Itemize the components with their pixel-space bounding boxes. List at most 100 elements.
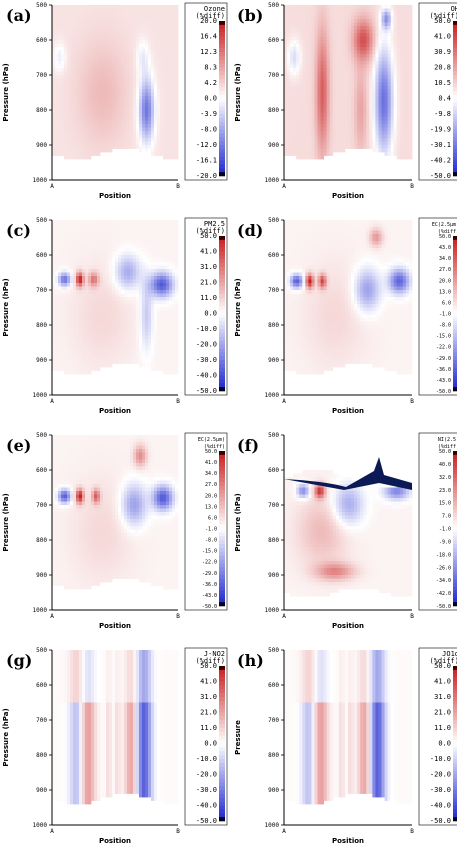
heatmap-cell bbox=[121, 245, 124, 249]
heatmap-cell bbox=[124, 259, 127, 263]
heatmap-cell bbox=[94, 145, 97, 149]
heatmap-cell bbox=[115, 33, 118, 37]
heatmap-cell bbox=[293, 9, 296, 13]
heatmap-cell bbox=[314, 33, 317, 37]
heatmap-cell bbox=[55, 107, 58, 111]
heatmap-cell bbox=[345, 72, 348, 76]
heatmap-cell bbox=[157, 294, 160, 298]
heatmap-cell bbox=[311, 131, 314, 135]
colorbar-segment bbox=[219, 149, 225, 153]
heatmap-cell bbox=[109, 117, 112, 121]
heatmap-cell bbox=[163, 252, 166, 256]
heatmap-cell bbox=[369, 33, 372, 37]
heatmap-cell bbox=[296, 23, 299, 27]
heatmap-cell bbox=[372, 128, 375, 132]
heatmap-cell bbox=[333, 93, 336, 97]
heatmap-cell bbox=[67, 248, 70, 252]
heatmap-cell bbox=[94, 301, 97, 305]
heatmap-cell bbox=[287, 37, 290, 41]
heatmap-cell bbox=[375, 51, 378, 55]
heatmap-cell bbox=[100, 58, 103, 62]
heatmap-cell bbox=[106, 58, 109, 62]
heatmap-cell bbox=[100, 241, 103, 245]
heatmap-cell bbox=[73, 301, 76, 305]
heatmap-cell bbox=[88, 79, 91, 83]
heatmap-cell bbox=[85, 12, 88, 16]
heatmap-cell bbox=[299, 9, 302, 13]
heatmap-cell bbox=[154, 93, 157, 97]
heatmap-cell bbox=[311, 61, 314, 65]
heatmap-cell bbox=[388, 142, 391, 146]
heatmap-cell bbox=[336, 58, 339, 62]
heatmap-cell bbox=[73, 68, 76, 72]
heatmap-cell bbox=[142, 269, 145, 273]
heatmap-cell bbox=[163, 51, 166, 55]
heatmap-cell bbox=[118, 294, 121, 298]
heatmap-cell bbox=[139, 79, 142, 83]
heatmap-cell bbox=[397, 68, 400, 72]
heatmap-cell bbox=[115, 269, 118, 273]
heatmap-cell bbox=[154, 276, 157, 280]
heatmap-cell bbox=[400, 79, 403, 83]
colorbar-segment bbox=[219, 106, 225, 110]
heatmap-cell bbox=[163, 259, 166, 263]
heatmap-cell bbox=[55, 65, 58, 69]
heatmap-cell bbox=[64, 301, 67, 305]
heatmap-cell bbox=[79, 82, 82, 86]
heatmap-cell bbox=[61, 12, 64, 16]
heatmap-cell bbox=[130, 283, 133, 287]
heatmap-cell bbox=[130, 23, 133, 27]
heatmap-cell bbox=[103, 255, 106, 259]
heatmap-cell bbox=[97, 311, 100, 315]
heatmap-cell bbox=[336, 68, 339, 72]
heatmap-cell bbox=[321, 107, 324, 111]
heatmap-cell bbox=[360, 12, 363, 16]
heatmap-cell bbox=[118, 266, 121, 270]
heatmap-cell bbox=[67, 273, 70, 277]
heatmap-cell bbox=[169, 9, 172, 13]
heatmap-cell bbox=[375, 12, 378, 16]
heatmap-cell bbox=[79, 145, 82, 149]
heatmap-cell bbox=[88, 304, 91, 308]
heatmap-cell bbox=[145, 5, 148, 9]
heatmap-cell bbox=[103, 234, 106, 238]
heatmap-cell bbox=[124, 245, 127, 249]
heatmap-cell bbox=[103, 311, 106, 315]
heatmap-cell bbox=[133, 128, 136, 132]
heatmap-cell bbox=[169, 23, 172, 27]
heatmap-cell bbox=[115, 283, 118, 287]
heatmap-cell bbox=[94, 322, 97, 326]
heatmap-cell bbox=[308, 33, 311, 37]
heatmap-cell bbox=[311, 149, 314, 153]
heatmap-cell bbox=[130, 79, 133, 83]
heatmap-cell bbox=[94, 280, 97, 284]
heatmap-cell bbox=[133, 75, 136, 79]
heatmap-cell bbox=[157, 304, 160, 308]
heatmap-cell bbox=[172, 5, 175, 9]
heatmap-cell bbox=[314, 82, 317, 86]
heatmap-cell bbox=[369, 68, 372, 72]
heatmap-cell bbox=[169, 79, 172, 83]
heatmap-cell bbox=[121, 93, 124, 97]
heatmap-cell bbox=[296, 37, 299, 41]
heatmap-cell bbox=[103, 315, 106, 319]
heatmap-cell bbox=[348, 54, 351, 58]
heatmap-cell bbox=[100, 19, 103, 23]
heatmap-cell bbox=[172, 16, 175, 20]
heatmap-cell bbox=[324, 30, 327, 34]
heatmap-cell bbox=[130, 322, 133, 326]
heatmap-cell bbox=[73, 121, 76, 125]
heatmap-cell bbox=[85, 93, 88, 97]
heatmap-cell bbox=[151, 114, 154, 118]
heatmap-cell bbox=[314, 75, 317, 79]
heatmap-cell bbox=[88, 234, 91, 238]
heatmap-cell bbox=[64, 65, 67, 69]
heatmap-cell bbox=[160, 318, 163, 322]
heatmap-cell bbox=[305, 117, 308, 121]
heatmap-cell bbox=[163, 100, 166, 104]
heatmap-cell bbox=[302, 103, 305, 107]
heatmap-cell bbox=[372, 58, 375, 62]
heatmap-cell bbox=[318, 152, 321, 156]
heatmap-cell bbox=[64, 308, 67, 312]
heatmap-cell bbox=[139, 231, 142, 235]
